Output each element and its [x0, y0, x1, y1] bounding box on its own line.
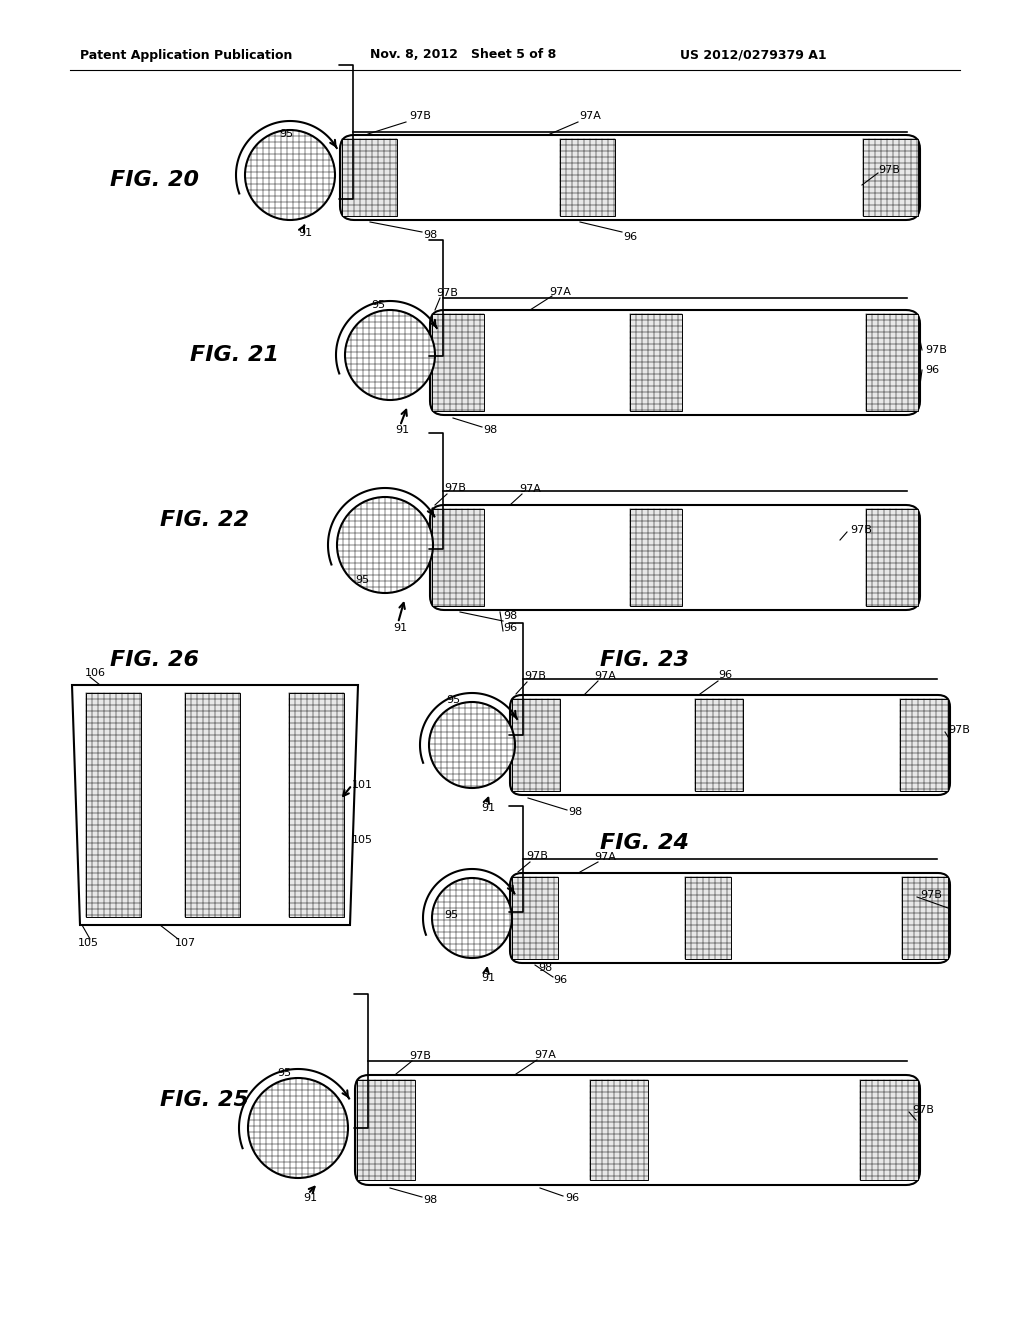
- Text: 95: 95: [355, 576, 369, 585]
- Bar: [357, 1080, 415, 1180]
- Text: 97A: 97A: [594, 851, 616, 862]
- Text: 97B: 97B: [920, 890, 942, 900]
- Circle shape: [245, 129, 335, 220]
- Text: 98: 98: [538, 964, 552, 973]
- Text: 98: 98: [423, 230, 437, 240]
- Text: 98: 98: [503, 611, 517, 620]
- Bar: [185, 693, 240, 917]
- Circle shape: [248, 1078, 348, 1177]
- Text: 98: 98: [483, 425, 497, 436]
- Text: 95: 95: [279, 129, 293, 139]
- Text: 97B: 97B: [436, 288, 458, 298]
- Text: 97B: 97B: [850, 525, 871, 535]
- Bar: [512, 876, 558, 960]
- FancyBboxPatch shape: [510, 696, 950, 795]
- Text: 95: 95: [445, 696, 460, 705]
- Text: 96: 96: [623, 232, 637, 242]
- Bar: [86, 693, 141, 917]
- Circle shape: [337, 498, 433, 593]
- Text: FIG. 22: FIG. 22: [160, 510, 249, 531]
- Polygon shape: [72, 685, 358, 925]
- Text: FIG. 23: FIG. 23: [600, 649, 689, 671]
- Text: FIG. 26: FIG. 26: [110, 649, 199, 671]
- Text: 97B: 97B: [526, 851, 548, 861]
- Text: 97B: 97B: [524, 671, 546, 681]
- Bar: [866, 510, 918, 606]
- Text: FIG. 25: FIG. 25: [160, 1090, 249, 1110]
- Bar: [342, 139, 397, 216]
- Text: 91: 91: [298, 228, 312, 238]
- Bar: [432, 314, 484, 411]
- Text: 96: 96: [925, 366, 939, 375]
- Text: 97B: 97B: [409, 111, 431, 121]
- Bar: [902, 876, 948, 960]
- Text: 97B: 97B: [878, 165, 900, 176]
- Text: 98: 98: [423, 1195, 437, 1205]
- FancyBboxPatch shape: [430, 310, 920, 414]
- Text: Nov. 8, 2012   Sheet 5 of 8: Nov. 8, 2012 Sheet 5 of 8: [370, 49, 556, 62]
- Text: 96: 96: [503, 623, 517, 634]
- Bar: [863, 139, 918, 216]
- Text: 91: 91: [481, 803, 495, 813]
- Text: 96: 96: [565, 1193, 579, 1203]
- Text: 95: 95: [371, 300, 385, 310]
- FancyBboxPatch shape: [430, 506, 920, 610]
- Text: 96: 96: [718, 671, 732, 680]
- Text: 97B: 97B: [409, 1051, 431, 1061]
- Text: 97A: 97A: [519, 484, 541, 494]
- Bar: [590, 1080, 648, 1180]
- Bar: [512, 700, 560, 791]
- Bar: [630, 510, 682, 606]
- FancyBboxPatch shape: [340, 135, 920, 220]
- Bar: [630, 314, 682, 411]
- Text: 97A: 97A: [594, 671, 616, 681]
- Text: 96: 96: [553, 975, 567, 985]
- Text: 106: 106: [85, 668, 106, 678]
- Bar: [560, 139, 615, 216]
- Text: 105: 105: [352, 836, 373, 845]
- Text: 97B: 97B: [444, 483, 466, 492]
- Circle shape: [432, 878, 512, 958]
- FancyBboxPatch shape: [510, 873, 950, 964]
- Text: Patent Application Publication: Patent Application Publication: [80, 49, 293, 62]
- Text: 101: 101: [352, 780, 373, 789]
- Circle shape: [429, 702, 515, 788]
- Text: 97A: 97A: [549, 286, 571, 297]
- Text: 95: 95: [443, 909, 458, 920]
- Circle shape: [345, 310, 435, 400]
- Text: 98: 98: [568, 807, 582, 817]
- Text: US 2012/0279379 A1: US 2012/0279379 A1: [680, 49, 826, 62]
- Text: 91: 91: [395, 425, 409, 436]
- Text: 91: 91: [481, 973, 495, 983]
- Bar: [695, 700, 743, 791]
- Text: 97B: 97B: [925, 345, 947, 355]
- Text: 97A: 97A: [579, 111, 601, 121]
- Text: 91: 91: [393, 623, 408, 634]
- Bar: [900, 700, 948, 791]
- Text: 97A: 97A: [535, 1049, 556, 1060]
- Text: FIG. 21: FIG. 21: [190, 345, 279, 366]
- Text: 97B: 97B: [912, 1105, 934, 1115]
- Text: FIG. 24: FIG. 24: [600, 833, 689, 853]
- Bar: [685, 876, 731, 960]
- Bar: [432, 510, 484, 606]
- Text: 97B: 97B: [948, 725, 970, 735]
- Text: 105: 105: [78, 939, 99, 948]
- FancyBboxPatch shape: [355, 1074, 920, 1185]
- Bar: [866, 314, 918, 411]
- Text: 95: 95: [276, 1068, 291, 1078]
- Text: FIG. 20: FIG. 20: [110, 170, 199, 190]
- Bar: [289, 693, 344, 917]
- Bar: [860, 1080, 918, 1180]
- Text: 107: 107: [174, 939, 196, 948]
- Text: 91: 91: [303, 1193, 317, 1203]
